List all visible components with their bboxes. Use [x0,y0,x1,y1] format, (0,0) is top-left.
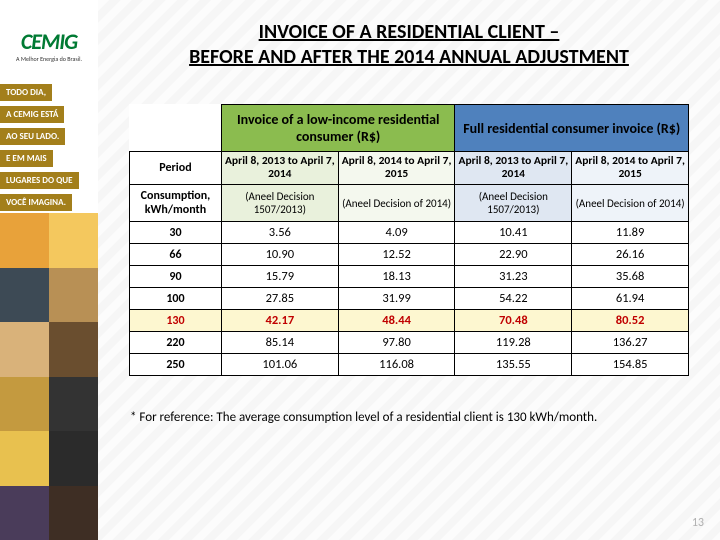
table-cell: 3.56 [221,222,338,244]
sidebar-image-grid [0,213,98,540]
table-cell: 116.08 [338,354,455,376]
table-cell: 4.09 [338,222,455,244]
table-cell: 10.90 [221,244,338,266]
table-row: 9015.7918.1331.2335.68 [130,266,689,288]
aneel-note: (Aneel Decision 1507/2013) [221,185,338,222]
table-cell: 154.85 [572,354,689,376]
table-cell: 101.06 [221,354,338,376]
table-cell: 136.27 [572,332,689,354]
sidebar-tags: TODO DIA, A CEMIG ESTÁ AO SEU LADO. E EM MA… [0,71,98,213]
sidebar-tag: A CEMIG ESTÁ [0,106,64,123]
table-cell: 130 [130,310,222,332]
table-cell: 220 [130,332,222,354]
sidebar-tag: E EM MAIS [0,150,53,167]
aneel-note: (Aneel Decision 1507/2013) [455,185,572,222]
sidebar-image-cell [49,213,98,268]
table-cell: 35.68 [572,266,689,288]
table-cell: 85.14 [221,332,338,354]
slide-main: INVOICE OF A RESIDENTIAL CLIENT – BEFORE… [98,0,720,540]
table-cell: 22.90 [455,244,572,266]
table-cell: 12.52 [338,244,455,266]
table-cell: 61.94 [572,288,689,310]
subheader-p1: April 8, 2013 to April 7, 2014 [455,152,572,185]
table-cell: 42.17 [221,310,338,332]
subheader-p2: April 8, 2014 to April 7, 2015 [572,152,689,185]
sidebar-image-cell [49,431,98,486]
table-row: Period April 8, 2013 to April 7, 2014 Ap… [130,152,689,185]
table-row: 303.564.0910.4111.89 [130,222,689,244]
table-cell: 31.99 [338,288,455,310]
page-number: 13 [692,516,704,530]
table-cell: 18.13 [338,266,455,288]
sidebar-image-cell [49,377,98,432]
invoice-table: Invoice of a low-income residential cons… [129,104,689,376]
title-line-1: INVOICE OF A RESIDENTIAL CLIENT – [259,20,560,44]
table-cell: 90 [130,266,222,288]
footnote: * For reference: The average consumption… [122,410,696,425]
period-label: Period [130,152,222,185]
table-cell: 10.41 [455,222,572,244]
table-row: 250101.06116.08135.55154.85 [130,354,689,376]
sidebar-image-cell [0,431,49,486]
title-line-2: BEFORE AND AFTER THE 2014 ANNUAL ADJUSTM… [189,45,629,69]
slide-title: INVOICE OF A RESIDENTIAL CLIENT – BEFORE… [122,20,696,70]
table-row: 10027.8531.9954.2261.94 [130,288,689,310]
consumption-label: Consumption, kWh/month [130,185,222,222]
table-cell: 27.85 [221,288,338,310]
table-cell: 97.80 [338,332,455,354]
table-cell: 250 [130,354,222,376]
table-row: 13042.1748.4470.4880.52 [130,310,689,332]
sidebar-tag: VOCÊ IMAGINA. [0,194,72,211]
logo-tagline: A Melhor Energia do Brasil. [6,55,92,63]
group-header-full: Full residential consumer invoice (R$) [455,105,689,152]
logo-text: CEMIG [6,28,92,55]
table-cell: 11.89 [572,222,689,244]
invoice-table-wrap: Invoice of a low-income residential cons… [129,104,689,376]
sidebar-image-cell [49,268,98,323]
table-cell: 54.22 [455,288,572,310]
sidebar-image-cell [49,486,98,540]
subheader-p2: April 8, 2014 to April 7, 2015 [338,152,455,185]
table-cell: 15.79 [221,266,338,288]
sidebar-image-cell [49,322,98,377]
sidebar-image-cell [0,377,49,432]
aneel-note: (Aneel Decision of 2014) [572,185,689,222]
table-cell: 48.44 [338,310,455,332]
sidebar-image-cell [0,322,49,377]
table-cell: 26.16 [572,244,689,266]
sidebar: CEMIG A Melhor Energia do Brasil. TODO D… [0,0,98,540]
subheader-p1: April 8, 2013 to April 7, 2014 [221,152,338,185]
sidebar-tag: TODO DIA, [0,84,52,101]
table-cell: 66 [130,244,222,266]
logo: CEMIG A Melhor Energia do Brasil. [0,0,98,71]
sidebar-tag: AO SEU LADO. [0,128,65,145]
table-row: 22085.1497.80119.28136.27 [130,332,689,354]
sidebar-image-cell [0,213,49,268]
sidebar-image-cell [0,268,49,323]
table-row: Invoice of a low-income residential cons… [130,105,689,152]
table-row: Consumption, kWh/month (Aneel Decision 1… [130,185,689,222]
table-cell: 80.52 [572,310,689,332]
aneel-note: (Aneel Decision of 2014) [338,185,455,222]
table-cell: 31.23 [455,266,572,288]
table-cell: 119.28 [455,332,572,354]
table-cell: 30 [130,222,222,244]
group-header-low-income: Invoice of a low-income residential cons… [221,105,455,152]
table-cell: 100 [130,288,222,310]
sidebar-image-cell [0,486,49,540]
sidebar-tag: LUGARES DO QUE [0,172,79,189]
table-cell: 135.55 [455,354,572,376]
table-row: 6610.9012.5222.9026.16 [130,244,689,266]
table-cell: 70.48 [455,310,572,332]
